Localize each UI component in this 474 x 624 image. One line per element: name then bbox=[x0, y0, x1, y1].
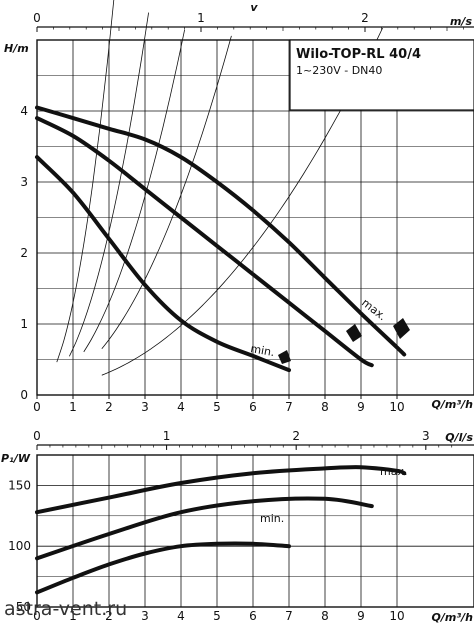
system-curve bbox=[101, 35, 232, 350]
power-curve-mid bbox=[35, 496, 374, 561]
flow-ls-tick-label: 0 bbox=[33, 429, 41, 443]
head-x-tick-label: 3 bbox=[141, 400, 149, 414]
power-chart-panel: 0 1 2 3 4 5 6 7 8 9 10 50 100 150 P₁/W Q/m³/h max. m… bbox=[1, 452, 474, 624]
power-curves bbox=[35, 465, 407, 595]
flow-ls-tick-label: 1 bbox=[163, 429, 171, 443]
chart-subtitle: 1~230V - DN40 bbox=[296, 64, 382, 77]
head-x-tick-label: 6 bbox=[249, 400, 257, 414]
velocity-tick-label: 2 bbox=[361, 11, 369, 25]
velocity-axis-label: v bbox=[250, 1, 258, 14]
velocity-tick-label: 1 bbox=[197, 11, 205, 25]
head-y-tick-label: 4 bbox=[20, 104, 28, 118]
velocity-tick-label: 0 bbox=[33, 11, 41, 25]
title-box bbox=[289, 39, 474, 111]
power-curve-min bbox=[35, 541, 291, 595]
power-x-ticks: 0 1 2 3 4 5 6 7 8 9 10 bbox=[33, 609, 404, 623]
head-x-tick-label: 1 bbox=[69, 400, 77, 414]
power-x-tick-label: 10 bbox=[389, 609, 404, 623]
velocity-axis-unit: m/s bbox=[450, 15, 472, 28]
head-y-ticks: 0 1 2 3 4 bbox=[20, 104, 28, 402]
flow-ls-axis: Q/l/s 0 1 2 3 bbox=[33, 429, 474, 450]
system-curve bbox=[69, 12, 149, 357]
power-y-tick-label: 50 bbox=[16, 600, 31, 614]
power-x-tick-label: 0 bbox=[33, 609, 41, 623]
head-x-tick-label: 8 bbox=[321, 400, 329, 414]
system-curve bbox=[83, 29, 185, 353]
head-x-tick-label: 2 bbox=[105, 400, 113, 414]
power-x-tick-label: 2 bbox=[105, 609, 113, 623]
head-x-tick-label: 10 bbox=[389, 400, 404, 414]
head-x-axis-label: Q/m³/h bbox=[432, 398, 474, 411]
power-max-label: max. bbox=[380, 465, 407, 478]
power-y-ticks: 50 100 150 bbox=[8, 478, 31, 614]
head-y-axis-label: H/m bbox=[4, 42, 29, 55]
system-curve bbox=[56, 0, 115, 363]
power-x-tick-label: 7 bbox=[285, 609, 293, 623]
head-curve-min bbox=[35, 155, 291, 373]
max-marker bbox=[393, 318, 410, 339]
power-x-tick-label: 1 bbox=[69, 609, 77, 623]
watermark: astra-vent.ru bbox=[4, 598, 127, 620]
head-x-ticks: 0 1 2 3 4 5 6 7 8 9 10 bbox=[33, 395, 405, 414]
power-x-tick-label: 8 bbox=[321, 609, 329, 623]
power-y-axis-label: P₁/W bbox=[1, 452, 31, 465]
power-x-tick-label: 4 bbox=[177, 609, 185, 623]
velocity-axis: v m/s 0 1 2 bbox=[33, 1, 474, 32]
power-y-tick-label: 150 bbox=[8, 478, 31, 492]
head-y-tick-label: 3 bbox=[20, 175, 28, 189]
head-y-tick-label: 2 bbox=[20, 246, 28, 260]
head-x-tick-label: 9 bbox=[357, 400, 365, 414]
head-curve-max bbox=[35, 105, 407, 357]
flow-ls-tick-label: 3 bbox=[422, 429, 430, 443]
power-x-tick-label: 6 bbox=[249, 609, 257, 623]
flow-ls-tick-label: 2 bbox=[292, 429, 300, 443]
power-min-label: min. bbox=[260, 512, 284, 525]
power-grid bbox=[37, 455, 474, 607]
power-y-tick-label: 100 bbox=[8, 539, 31, 553]
head-grid bbox=[37, 40, 474, 395]
head-x-tick-label: 4 bbox=[177, 400, 185, 414]
power-x-tick-label: 5 bbox=[213, 609, 221, 623]
power-x-axis-label: Q/m³/h bbox=[432, 611, 474, 624]
system-curve bbox=[101, 27, 383, 376]
power-x-tick-label: 3 bbox=[141, 609, 149, 623]
min-marker bbox=[278, 350, 291, 364]
system-curves bbox=[56, 0, 383, 376]
head-min-label: min. bbox=[249, 342, 275, 359]
mid-marker bbox=[346, 324, 362, 342]
head-x-tick-label: 7 bbox=[285, 400, 293, 414]
head-curves bbox=[35, 105, 407, 373]
power-plot-frame bbox=[36, 454, 474, 608]
head-x-tick-label: 5 bbox=[213, 400, 221, 414]
power-curve-max bbox=[35, 465, 407, 515]
head-curve-mid bbox=[35, 116, 374, 368]
head-y-tick-label: 1 bbox=[20, 317, 28, 331]
flow-ls-axis-unit: Q/l/s bbox=[445, 431, 473, 444]
head-y-tick-label: 0 bbox=[20, 388, 28, 402]
chart-title: Wilo-TOP-RL 40/4 bbox=[296, 47, 421, 62]
power-x-tick-label: 9 bbox=[357, 609, 365, 623]
head-max-label: max. bbox=[359, 296, 389, 323]
head-x-tick-label: 0 bbox=[33, 400, 41, 414]
